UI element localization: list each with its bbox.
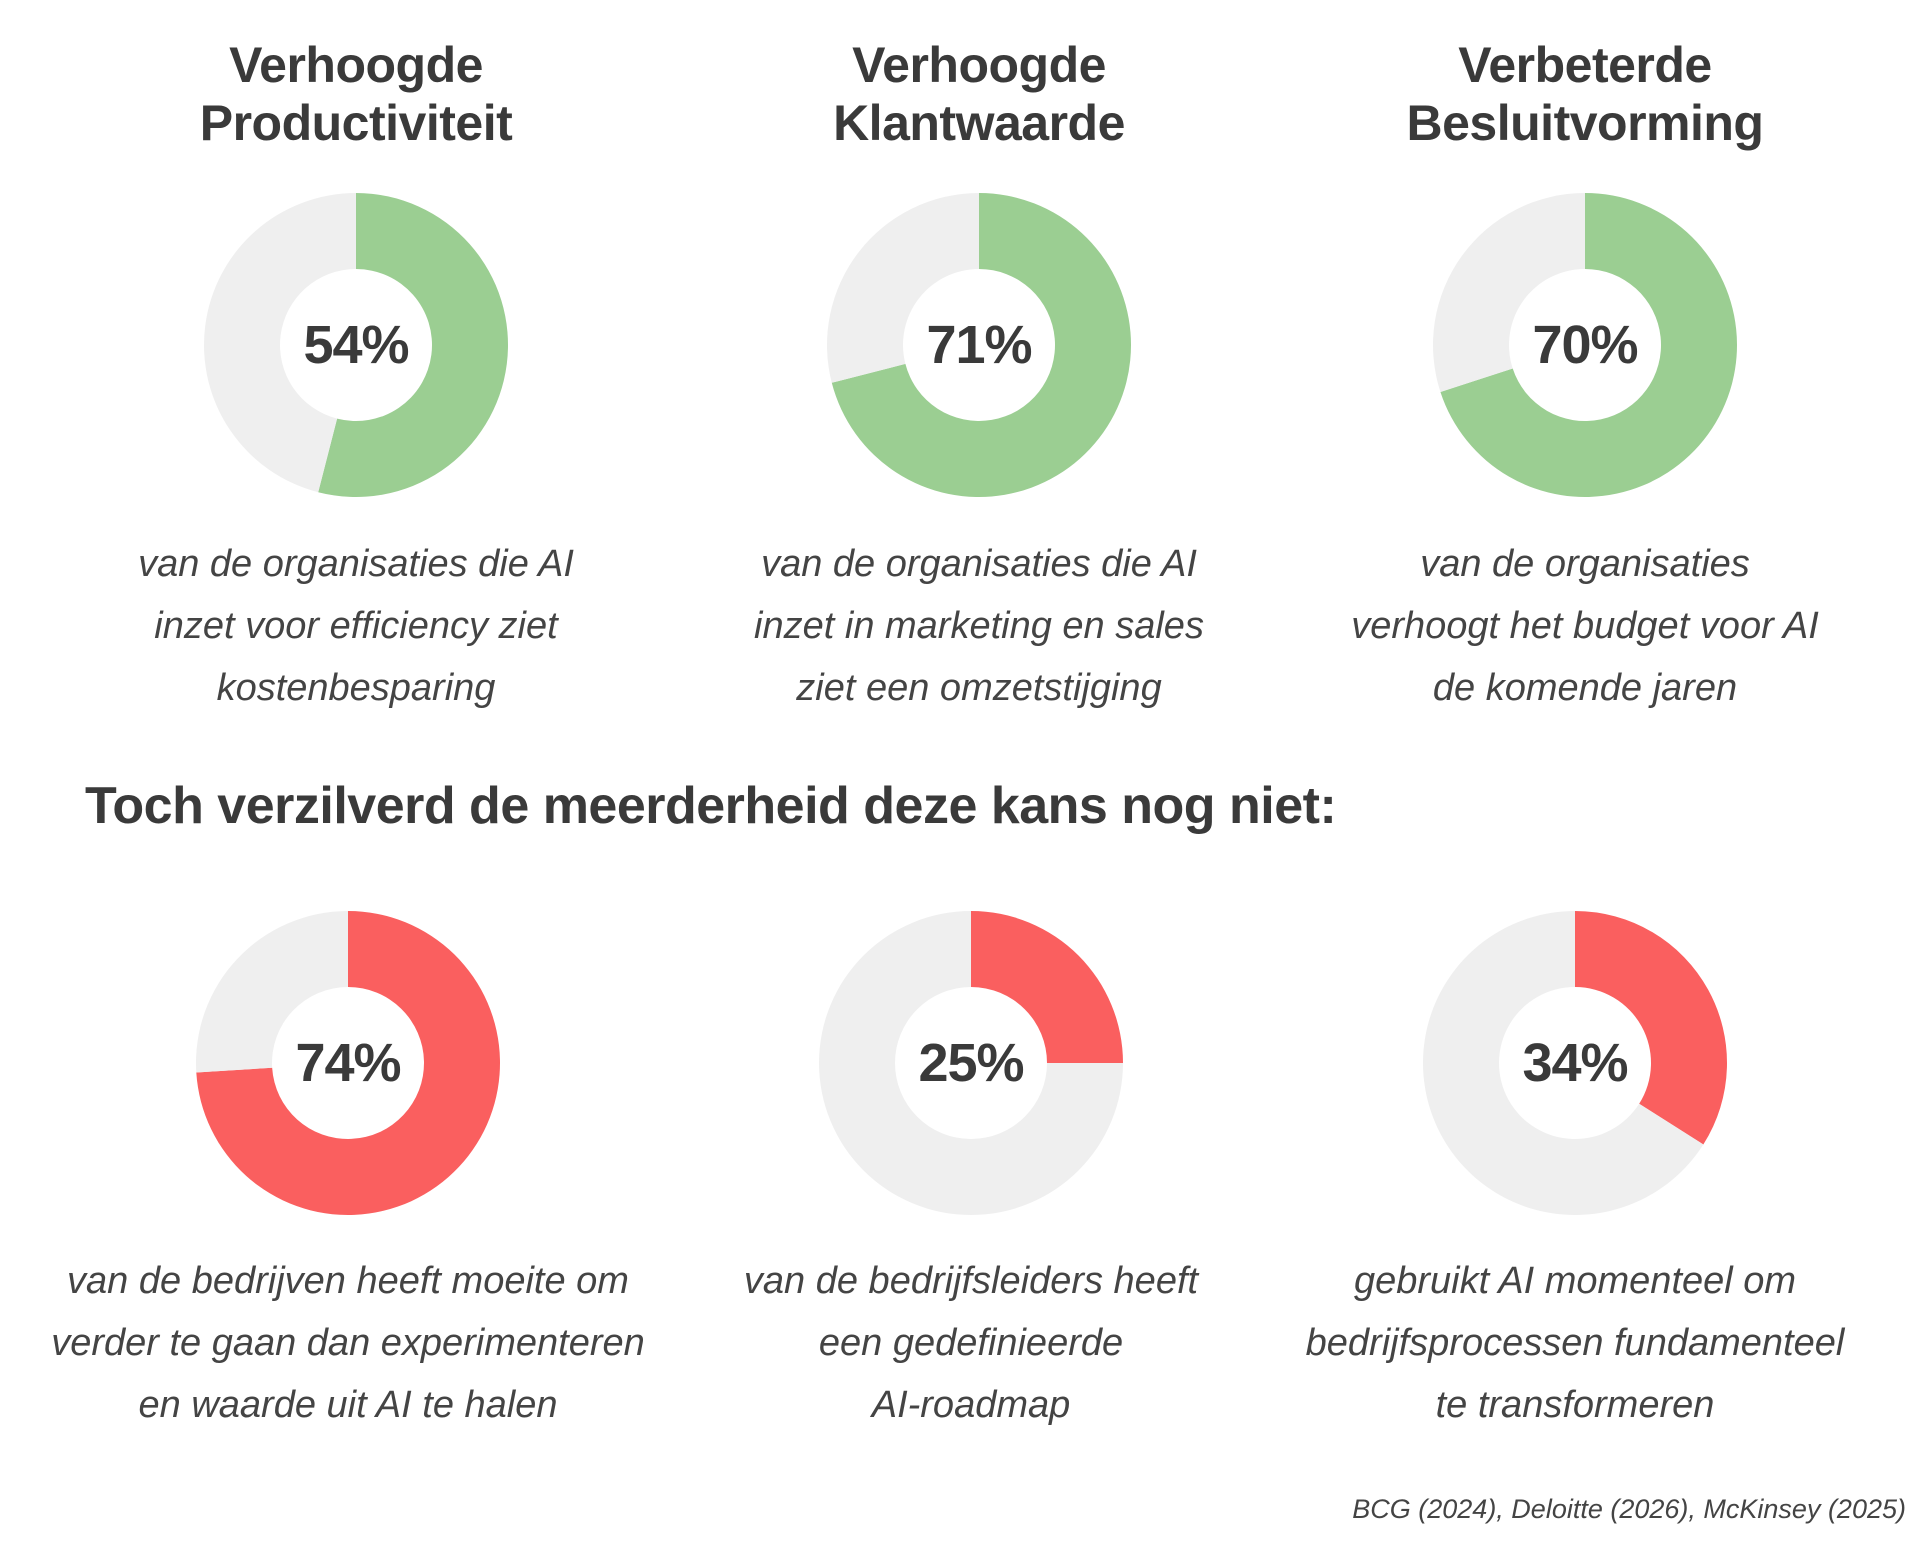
donut-remainder-slice (204, 193, 356, 493)
donut-value-slice (318, 193, 509, 497)
donut-value-slice (831, 193, 1131, 497)
description-line: AI-roadmap (871, 1384, 1071, 1426)
donut-remainder-slice (1423, 911, 1704, 1215)
donut-chart (1433, 193, 1737, 497)
donut-description: van de organisaties die AI inzet in mark… (659, 533, 1299, 719)
description-line: te transformeren (1435, 1384, 1715, 1426)
col-title-line: Verbeterde (1458, 37, 1712, 93)
description-line: inzet voor efficiency ziet (154, 605, 558, 647)
donut-chart (819, 911, 1123, 1215)
donut-remainder-slice (196, 911, 348, 1073)
description-line: ziet een omzetstijging (796, 667, 1162, 709)
donut-chart (196, 911, 501, 1215)
description-line: en waarde uit AI te halen (138, 1384, 558, 1426)
description-line: van de bedrijven heeft moeite om (67, 1260, 629, 1302)
section-heading: Toch verzilverd de meerderheid deze kans… (85, 777, 1337, 835)
donut-value-slice (1440, 193, 1737, 497)
description-line: verder te gaan dan experimenteren (51, 1322, 645, 1364)
col-title-line: Productiviteit (199, 95, 513, 151)
description-line: de komende jaren (1432, 667, 1738, 709)
description-line: van de organisaties die AI (761, 543, 1197, 585)
description-line: gebruikt AI momenteel om (1353, 1260, 1797, 1302)
description-line: kostenbesparing (216, 667, 496, 709)
donut-chart (1423, 911, 1727, 1215)
col-title-line: Besluitvorming (1406, 95, 1764, 151)
donut-description: gebruikt AI momenteel om bedrijfsprocess… (1255, 1250, 1895, 1436)
description-line: van de organisaties die AI (138, 543, 574, 585)
donut-value-slice (971, 911, 1123, 1063)
col-title-line: Verhoogde (229, 37, 483, 93)
description-line: een gedefinieerde (818, 1322, 1124, 1364)
donut-remainder-slice (819, 911, 1123, 1215)
donut-remainder-slice (1433, 193, 1585, 392)
donut-remainder-slice (827, 193, 979, 383)
donut-description: van de bedrijven heeft moeite om verder … (28, 1250, 668, 1436)
col-title-line: Klantwaarde (833, 95, 1125, 151)
description-line: van de organisaties (1420, 543, 1750, 585)
description-line: bedrijfsprocessen fundamenteel (1305, 1322, 1845, 1364)
donut-value-label: 70% (1532, 315, 1638, 375)
donut-value-label: 34% (1522, 1033, 1628, 1093)
donut-description: van de organisaties verhoogt het budget … (1265, 533, 1905, 719)
description-line: inzet in marketing en sales (754, 605, 1204, 647)
donut-chart (204, 193, 509, 497)
col-title: Verhoogde Klantwaarde (659, 36, 1299, 152)
donut-value-label: 54% (303, 315, 409, 375)
donut-value-label: 25% (918, 1033, 1024, 1093)
description-line: verhoogt het budget voor AI (1351, 605, 1819, 647)
donut-value-slice (1575, 911, 1727, 1145)
donut-chart (827, 193, 1131, 497)
description-line: van de bedrijfsleiders heeft (743, 1260, 1199, 1302)
col-title: Verbeterde Besluitvorming (1265, 36, 1905, 152)
sources-citation: BCG (2024), Deloitte (2026), McKinsey (2… (1352, 1494, 1906, 1524)
donut-value-label: 71% (926, 315, 1032, 375)
donut-value-label: 74% (295, 1033, 401, 1093)
donut-description: van de organisaties die AI inzet voor ef… (36, 533, 676, 719)
donut-description: van de bedrijfsleiders heeft een gedefin… (651, 1250, 1291, 1436)
donut-value-slice (196, 911, 501, 1215)
col-title: Verhoogde Productiviteit (36, 36, 676, 152)
col-title-line: Verhoogde (852, 37, 1106, 93)
